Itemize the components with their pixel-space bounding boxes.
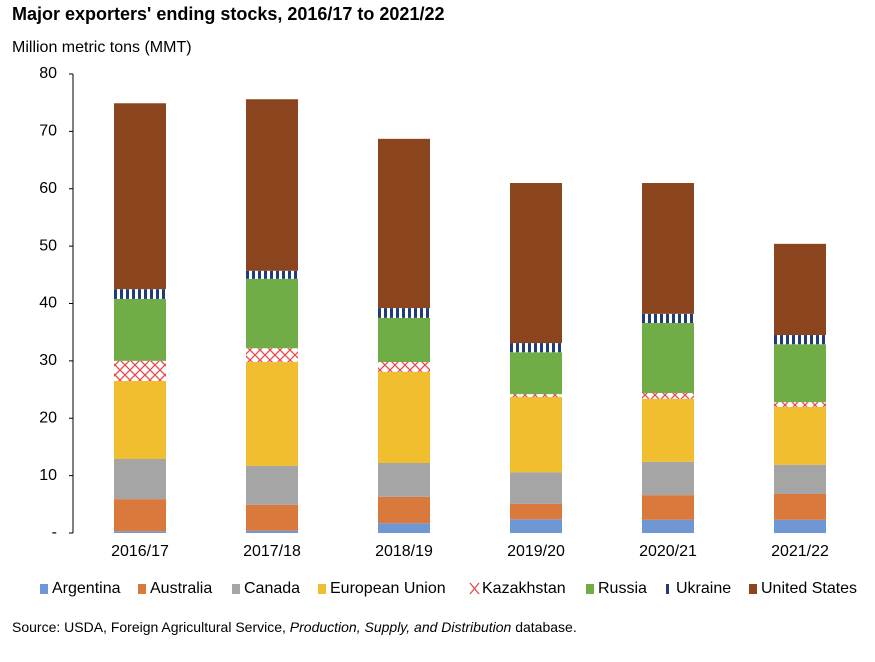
bar-segment [246, 362, 298, 466]
x-tick-label: 2019/20 [507, 543, 565, 560]
bar-segment [642, 323, 694, 394]
legend-label: Australia [150, 580, 212, 597]
source-text: database. [511, 619, 576, 635]
bar-segment [774, 335, 826, 345]
bar-segment [114, 380, 166, 459]
bar-segment [246, 278, 298, 349]
bar-segment [246, 270, 298, 279]
y-tick-label: 80 [39, 65, 57, 82]
x-tick-label: 2018/19 [375, 543, 433, 560]
bar-segment [510, 394, 562, 398]
y-tick-label: 30 [39, 352, 57, 369]
legend-label: European Union [330, 580, 446, 597]
legend-marker [138, 584, 146, 594]
bar-segment [246, 504, 298, 531]
legend-marker [232, 584, 240, 594]
source-text: Source: USDA, Foreign Agricultural Servi… [12, 619, 290, 635]
x-tick-label: 2020/21 [639, 543, 697, 560]
bar-segment [114, 531, 166, 533]
legend-label: Kazakhstan [482, 580, 566, 597]
bar-segment [774, 464, 826, 494]
bar-segment [774, 519, 826, 533]
y-axis-label: Million metric tons (MMT) [12, 39, 192, 56]
bar-segment [378, 523, 430, 533]
y-tick-label: - [52, 524, 57, 541]
y-tick-label: 50 [39, 237, 57, 254]
bar-segment [246, 530, 298, 533]
bar-segment [246, 99, 298, 271]
bar-segment [642, 393, 694, 399]
legend-marker [749, 584, 757, 594]
legend-label: Canada [244, 580, 300, 597]
y-tick-label: 10 [39, 467, 57, 484]
bar-segment [510, 472, 562, 504]
source-text: Production, Supply, and Distribution [290, 619, 512, 635]
bar-segment [378, 371, 430, 464]
legend-label: United States [761, 580, 857, 597]
bar-segment [378, 138, 430, 309]
x-tick-label: 2021/22 [771, 543, 829, 560]
bar-segment [114, 298, 166, 361]
bar-segment [378, 317, 430, 363]
legend-label: Ukraine [676, 580, 731, 597]
bar-segment [378, 308, 430, 318]
bar-segment [246, 465, 298, 505]
bar-segment [510, 397, 562, 473]
bar-segment [642, 398, 694, 462]
bar-segment [378, 362, 430, 372]
bar-segment [114, 289, 166, 299]
bar-segment [246, 348, 298, 363]
bar-segment [114, 499, 166, 532]
bar-segment [378, 463, 430, 497]
bar-segment [510, 343, 562, 353]
bar-segment [114, 360, 166, 381]
legend-marker [469, 582, 480, 595]
bar-segment [642, 495, 694, 520]
y-tick-label: 20 [39, 409, 57, 426]
bar-segment [114, 458, 166, 500]
bar-segment [510, 352, 562, 395]
chart-title: Major exporters' ending stocks, 2016/17 … [12, 4, 444, 24]
bar-segment [510, 183, 562, 344]
bar-segment [774, 406, 826, 465]
bar-segment [642, 313, 694, 324]
legend-marker [664, 584, 672, 594]
bar-segment [774, 493, 826, 520]
bar-segment [774, 243, 826, 336]
bar-segment [642, 461, 694, 496]
bar-segment [774, 402, 826, 407]
bar-segment [510, 503, 562, 520]
bar-segment [378, 496, 430, 524]
bar-segment [642, 519, 694, 533]
source: Source: USDA, Foreign Agricultural Servi… [12, 619, 577, 635]
bar-segment [642, 183, 694, 314]
y-tick-label: 70 [39, 123, 57, 140]
y-tick-label: 40 [39, 295, 57, 312]
y-tick-label: 60 [39, 180, 57, 197]
legend-label: Russia [598, 580, 647, 597]
legend-marker [318, 584, 326, 594]
legend-marker [586, 584, 594, 594]
bar-segment [510, 519, 562, 533]
x-tick-label: 2016/17 [111, 543, 169, 560]
x-tick-label: 2017/18 [243, 543, 301, 560]
bar-segment [114, 103, 166, 290]
legend-marker [40, 584, 48, 594]
legend-label: Argentina [52, 580, 121, 597]
bar-segment [774, 344, 826, 403]
